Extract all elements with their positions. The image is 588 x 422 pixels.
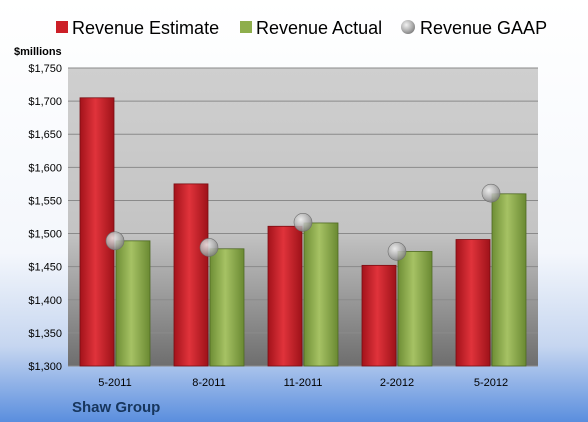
y-tick-label: $1,500 (28, 229, 62, 241)
y-tick-label: $1,400 (28, 295, 62, 307)
y-tick-label: $1,750 (28, 63, 62, 75)
x-tick-label: 8-2011 (192, 377, 225, 389)
x-axis-ticks: 5-2011 8-2011 11-2011 2-2012 5-2012 (98, 377, 508, 389)
y-tick-label: $1,550 (28, 195, 62, 207)
legend-swatch-estimate (56, 21, 68, 33)
y-axis-ticks: $1,300 $1,350 $1,400 $1,450 $1,500 $1,550 $1,6… (28, 63, 62, 373)
legend-label-estimate: Revenue Estimate (72, 18, 219, 38)
bars (79, 97, 527, 367)
bar-revenue-actual (115, 240, 151, 367)
y-tick-label: $1,350 (28, 328, 62, 340)
marker-revenue-gaap (199, 238, 219, 257)
bar-revenue-actual (303, 222, 339, 367)
marker-revenue-gaap (387, 242, 407, 261)
bar-revenue-estimate (267, 225, 303, 367)
bar-revenue-estimate (361, 264, 397, 367)
legend: Revenue Estimate Revenue Actual Revenue … (56, 18, 547, 38)
marker-revenue-gaap (293, 212, 313, 232)
legend-label-actual: Revenue Actual (256, 18, 382, 38)
y-tick-label: $1,600 (28, 162, 62, 174)
marker-revenue-gaap (105, 231, 125, 251)
y-tick-label: $1,450 (28, 262, 62, 274)
x-tick-label: 2-2012 (380, 377, 414, 389)
y-tick-label: $1,650 (28, 129, 62, 141)
y-axis-unit-label: $millions (14, 46, 62, 58)
legend-swatch-gaap (401, 20, 415, 34)
y-tick-label: $1,300 (28, 361, 62, 373)
bar-revenue-estimate (79, 97, 115, 367)
marker-revenue-gaap (481, 183, 501, 203)
gaap-markers (105, 183, 501, 261)
legend-label-gaap: Revenue GAAP (420, 18, 547, 38)
y-tick-label: $1,700 (28, 96, 62, 108)
legend-swatch-actual (240, 21, 252, 33)
bar-revenue-actual (209, 248, 245, 367)
x-tick-label: 5-2011 (98, 377, 131, 389)
bar-revenue-estimate (455, 239, 491, 367)
bar-revenue-actual (491, 193, 527, 367)
x-tick-label: 11-2011 (284, 377, 323, 389)
bar-revenue-estimate (173, 183, 209, 367)
bar-revenue-actual (397, 251, 433, 367)
x-tick-label: 5-2012 (474, 377, 508, 389)
company-name: Shaw Group (72, 399, 160, 416)
